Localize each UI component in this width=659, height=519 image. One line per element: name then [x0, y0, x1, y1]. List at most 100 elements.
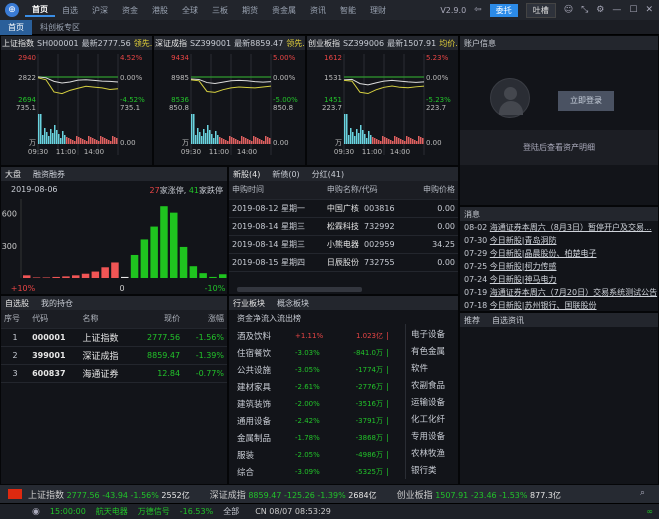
sector-row[interactable]: 服装 -2.05% -4986万 |: [237, 450, 389, 461]
gear-icon[interactable]: ⚙: [596, 5, 605, 15]
column-header[interactable]: 申购名称/代码: [323, 181, 413, 200]
back-arrow-icon[interactable]: ⇦: [474, 5, 482, 15]
message-item[interactable]: 07-18 今日新股|苏州银行、国联股份: [460, 299, 658, 312]
nav-item[interactable]: 资讯: [310, 5, 326, 15]
entrust-button[interactable]: 委托: [489, 3, 518, 17]
nav-item[interactable]: 贵金属: [272, 5, 296, 15]
sector-row[interactable]: 建材家具 -2.61% -2776万 |: [237, 382, 389, 393]
smiley-icon[interactable]: ☺: [563, 5, 574, 15]
tab-watch-news[interactable]: 自选资讯: [492, 315, 524, 325]
status-stock[interactable]: 航天电器: [95, 507, 128, 516]
nav-item[interactable]: 全球: [182, 5, 198, 15]
tab-positions[interactable]: 我的持仓: [41, 298, 73, 308]
tab-margin[interactable]: 融资融券: [33, 169, 65, 179]
column-header[interactable]: 现价: [133, 310, 184, 329]
message-link[interactable]: 海通证券本周六（7月20日）交易系统测试公告: [489, 288, 658, 297]
sector-item[interactable]: 电子设备: [411, 330, 446, 340]
ticker-name: 深证成指: [209, 490, 246, 501]
sector-row[interactable]: 金属制品 -1.78% -3868万 |: [237, 433, 389, 444]
table-row[interactable]: 3 600837 海通证券 12.84 -0.77%: [1, 364, 227, 383]
tab-recommend[interactable]: 推荐: [464, 315, 480, 325]
login-button[interactable]: 立即登录: [558, 91, 614, 111]
tab-watchlist[interactable]: 自选股: [5, 298, 29, 308]
tab-new-bonds[interactable]: 新债(0): [272, 169, 300, 179]
chat-icon[interactable]: ◉: [32, 506, 40, 517]
ticker-item[interactable]: 创业板指 1507.91 -23.46 -1.53% 877.3亿: [397, 488, 561, 501]
sector-row[interactable]: 通用设备 -2.42% -3791万 |: [237, 416, 389, 427]
nav-item[interactable]: 智能: [340, 5, 356, 15]
sector-item[interactable]: 农副食品: [411, 381, 446, 391]
column-header[interactable]: 代码: [29, 310, 80, 329]
nav-item[interactable]: 期货: [242, 5, 258, 15]
message-item[interactable]: 07-30 今日新股|青岛洞防: [460, 234, 658, 247]
nav-item[interactable]: 理财: [370, 5, 386, 15]
nav-item[interactable]: 三板: [212, 5, 228, 15]
message-link[interactable]: 今日新股|晶晨股份、柏楚电子: [489, 249, 597, 258]
message-item[interactable]: 07-25 今日新股|柯力传感: [460, 260, 658, 273]
subtab-star-market[interactable]: 科创板专区: [40, 22, 80, 32]
column-header[interactable]: 名称: [79, 310, 134, 329]
minimize-icon[interactable]: —: [612, 5, 622, 15]
column-header[interactable]: 申购时间: [229, 181, 324, 200]
search-icon[interactable]: ⌕: [640, 488, 646, 498]
sector-item[interactable]: 银行类: [411, 466, 437, 476]
sector-item[interactable]: 化工化纤: [411, 415, 446, 425]
column-header[interactable]: 涨幅: [183, 310, 227, 329]
sector-item[interactable]: 专用设备: [411, 432, 446, 442]
table-row[interactable]: 2019-08-12 星期一 中国广核 003816 0.00: [229, 199, 458, 218]
distribution-bar: [72, 275, 80, 278]
sector-row[interactable]: 公共设施 -3.05% -1774万 |: [237, 365, 389, 376]
tab-industry[interactable]: 行业板块: [233, 298, 265, 308]
message-link[interactable]: 今日新股|神马电力: [489, 275, 557, 284]
axis-label: 万: [29, 139, 36, 147]
sector-item[interactable]: 有色金属: [411, 347, 446, 357]
nav-item[interactable]: 首页: [25, 4, 55, 17]
table-row[interactable]: 2019-08-15 星期四 日辰股份 732755 0.00: [229, 253, 458, 272]
tab-concept[interactable]: 概念板块: [277, 298, 309, 308]
subtab-home[interactable]: 首页: [0, 19, 32, 35]
table-row[interactable]: 1 000001 上证指数 2777.56 -1.56%: [1, 328, 227, 347]
table-row[interactable]: 2019-08-14 星期三 松霖科技 732992 0.00: [229, 217, 458, 236]
volume-bar: [209, 130, 211, 144]
sector-row[interactable]: 建筑装饰 -2.00% -3516万 |: [237, 399, 389, 410]
volume-bar: [106, 139, 108, 144]
maximize-icon[interactable]: ☐: [629, 5, 638, 15]
column-header[interactable]: 申购价格: [412, 181, 458, 200]
table-row[interactable]: 2019-08-14 星期三 小熊电器 002959 34.25: [229, 235, 458, 254]
sector-row[interactable]: 酒及饮料 +1.11% 1.023亿 |: [237, 331, 389, 342]
tab-dividends[interactable]: 分红(41): [311, 169, 345, 179]
message-link[interactable]: 今日新股|青岛洞防: [489, 236, 557, 245]
ticker-item[interactable]: 深证成指 8859.47 -125.26 -1.39% 2684亿: [210, 488, 377, 501]
link-icon[interactable]: ∞: [646, 507, 653, 516]
nav-item[interactable]: 自选: [62, 5, 78, 15]
column-header[interactable]: 序号: [1, 310, 30, 329]
message-link[interactable]: 海通证券本周六（8月3日）暂停开户及交易...: [489, 223, 652, 232]
message-item[interactable]: 07-19 海通证券本周六（7月20日）交易系统测试公告: [460, 286, 658, 299]
nav-item[interactable]: 沪深: [92, 5, 108, 15]
sector-item[interactable]: 运输设备: [411, 398, 446, 408]
sector-item[interactable]: 农林牧渔: [411, 449, 446, 459]
message-link[interactable]: 今日新股|柯力传感: [489, 262, 557, 271]
message-item[interactable]: 07-24 今日新股|神马电力: [460, 273, 658, 286]
login-hint[interactable]: 登陆后查看资产明细: [460, 130, 658, 165]
sector-item[interactable]: 软件: [411, 364, 429, 374]
message-item[interactable]: 08-02 海通证券本周六（8月3日）暂停开户及交易...: [460, 221, 658, 234]
tab-market[interactable]: 大盘: [5, 169, 21, 179]
nav-item[interactable]: 港股: [152, 5, 168, 15]
close-icon[interactable]: ✕: [645, 5, 653, 15]
ticker-item[interactable]: 上证指数 2777.56 -43.94 -1.56% 2552亿: [28, 488, 190, 501]
feedback-button[interactable]: 吐槽: [525, 2, 556, 18]
sector-row[interactable]: 综合 -3.09% -5325万 |: [237, 467, 389, 478]
shrink-icon[interactable]: ⤡: [581, 5, 589, 15]
message-link[interactable]: 今日新股|苏州银行、国联股份: [489, 301, 597, 310]
sector-row[interactable]: 住宿餐饮 -3.03% -841.0万 |: [237, 348, 389, 359]
status-filter[interactable]: 全部: [223, 507, 240, 516]
tab-new-stocks[interactable]: 新股(4): [233, 169, 261, 179]
horizontal-scrollbar[interactable]: [237, 287, 362, 292]
table-row[interactable]: 2 399001 深证成指 8859.47 -1.39%: [1, 346, 227, 365]
nav-item[interactable]: 资金: [122, 5, 138, 15]
message-item[interactable]: 07-29 今日新股|晶晨股份、柏楚电子: [460, 247, 658, 260]
